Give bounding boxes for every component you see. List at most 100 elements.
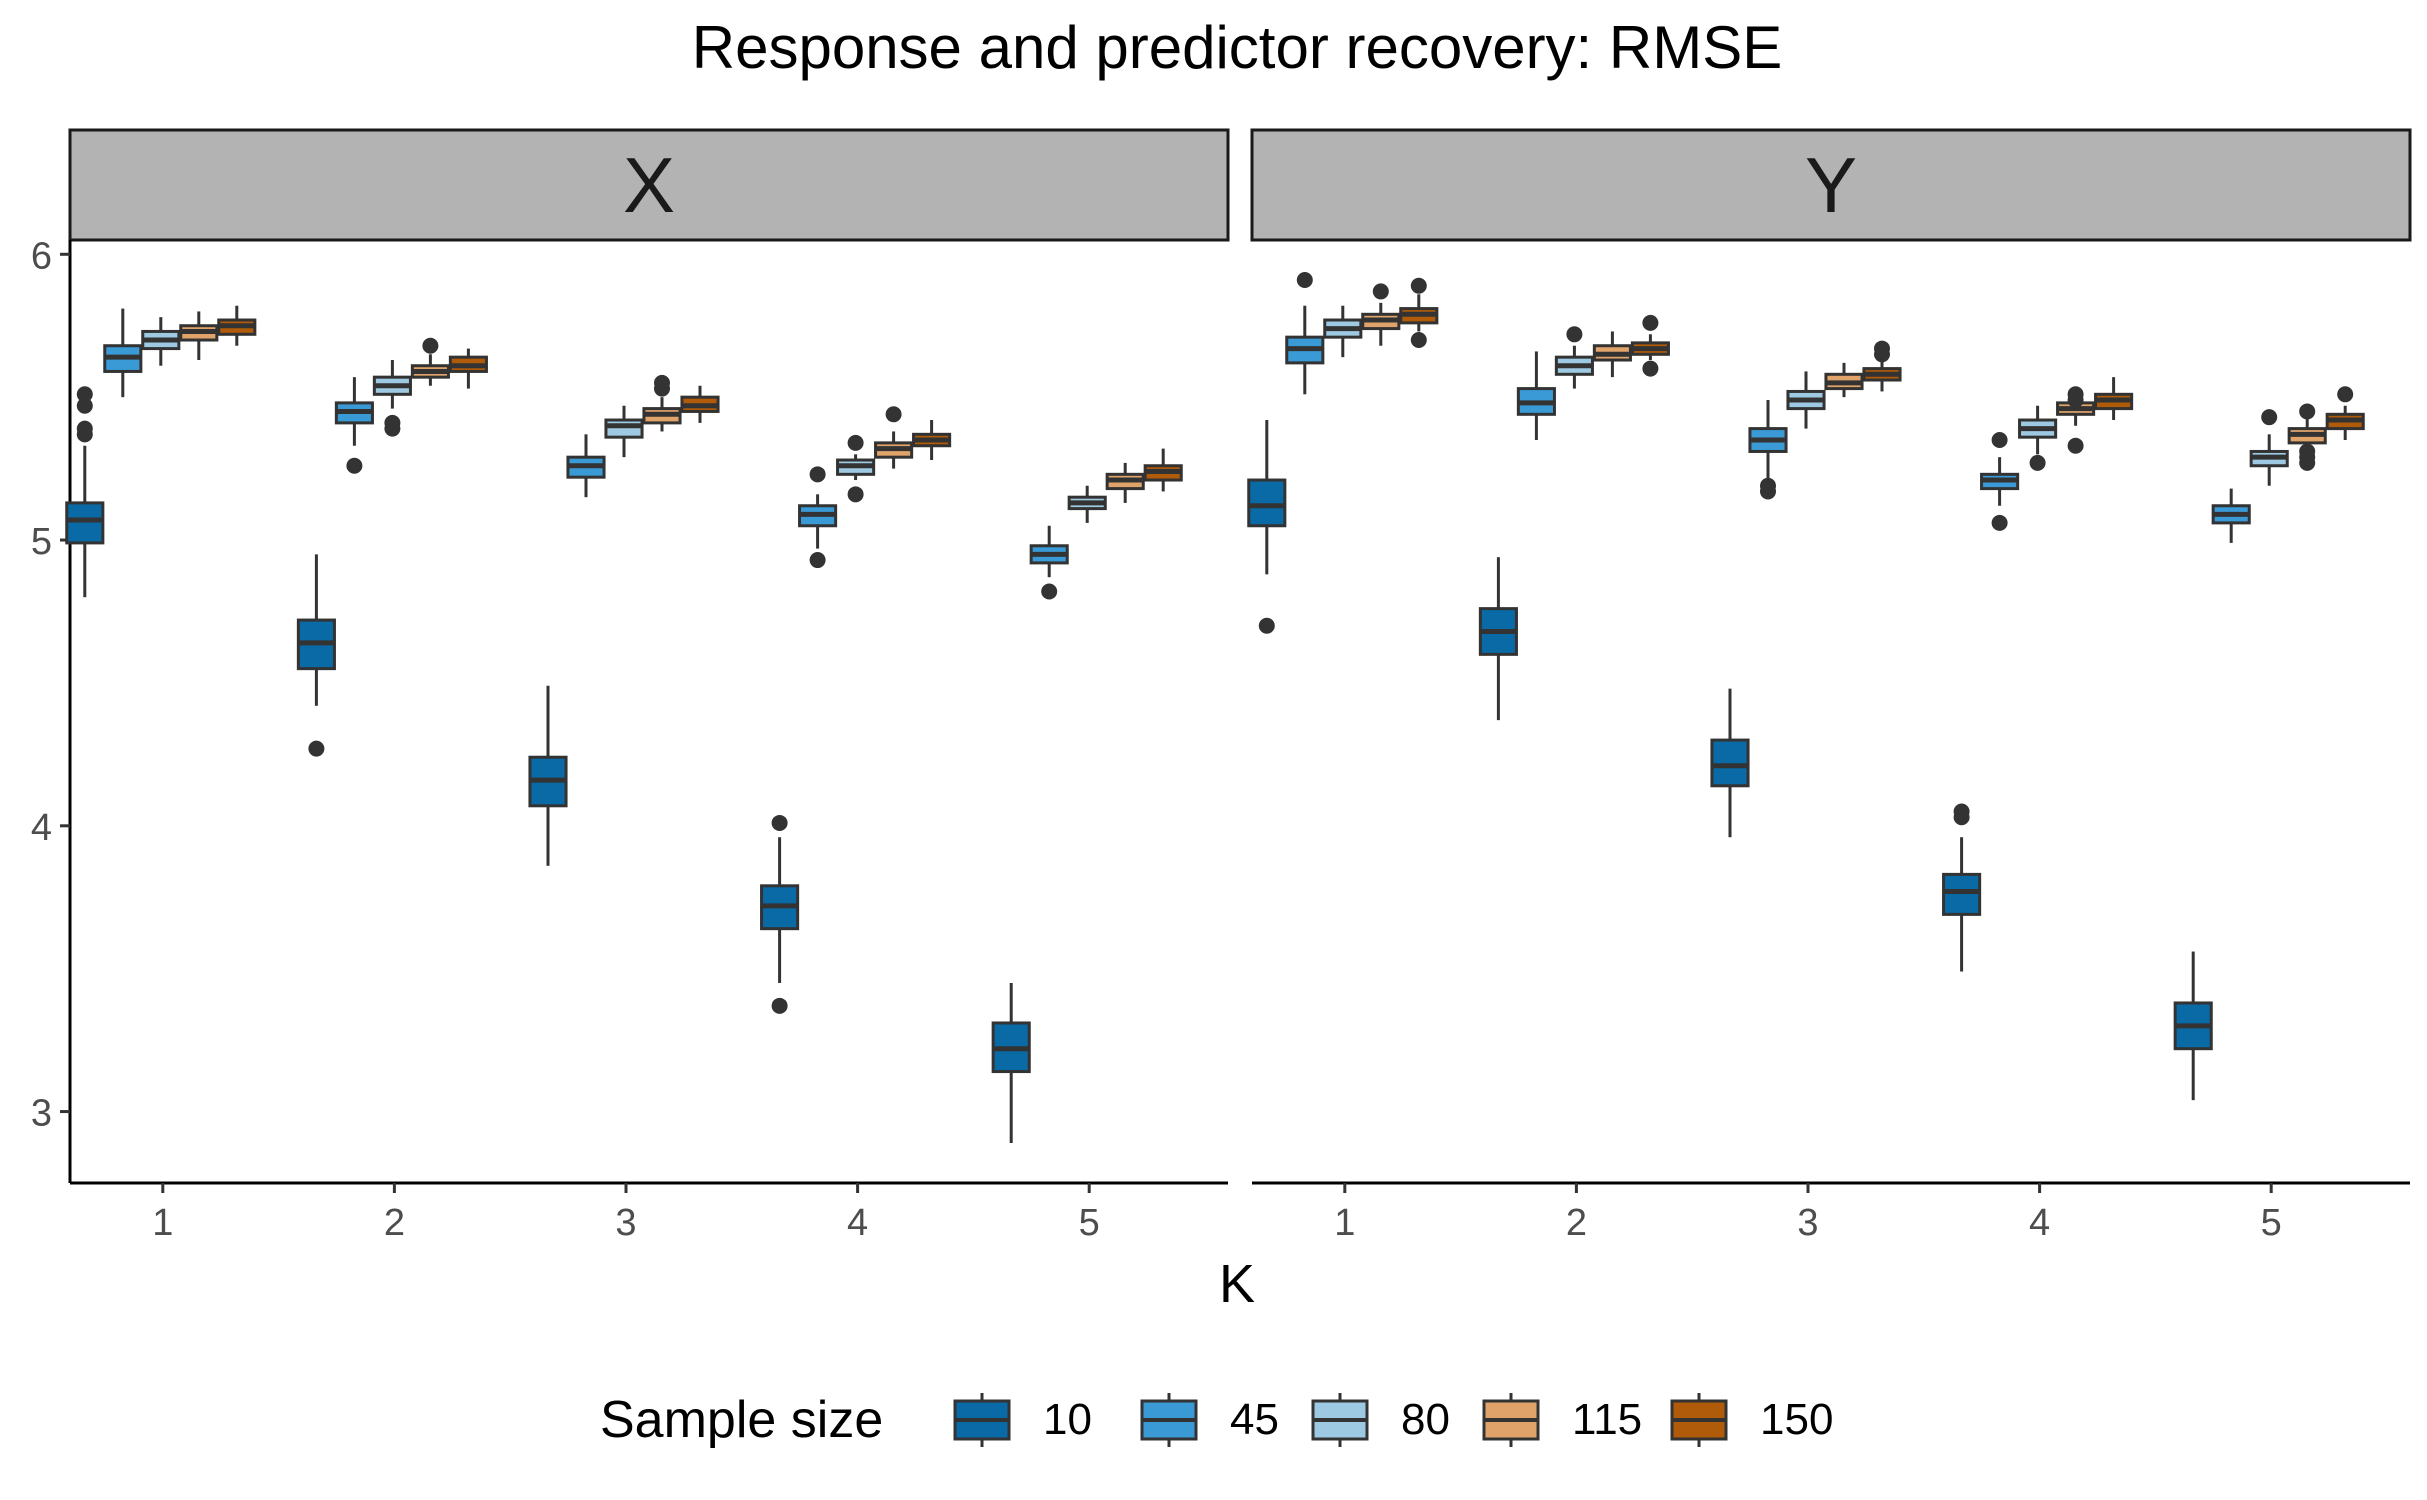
box-y-k4-n80: [2018, 405, 2058, 471]
outlier-point: [2299, 403, 2316, 420]
outlier-point: [2067, 386, 2084, 403]
outlier-point: [847, 434, 864, 451]
box-x-k4-n10: [760, 814, 800, 1014]
legend-key-115: 115: [1482, 1393, 1642, 1447]
outlier-point: [384, 414, 401, 431]
y-tick-label: 3: [31, 1093, 52, 1135]
box-y-k5-n80: [2249, 409, 2289, 486]
x-axis-label: K: [1219, 1254, 1255, 1314]
box-y-k4-n45: [1980, 432, 2020, 531]
box-x-k4-n150: [912, 420, 952, 461]
box-x-k1-n80: [141, 317, 181, 366]
box-x-k5-n45: [1029, 525, 1069, 600]
outlier-point: [308, 740, 325, 757]
outlier-point: [2029, 454, 2046, 471]
box-y-k5-n10: [2173, 951, 2213, 1101]
outlier-point: [1410, 332, 1427, 349]
facet-panels: X 3 4 5 6 1 2 3 4 5 Y 1 2 3 4 5: [31, 128, 2412, 1244]
box-x-k4-n115: [874, 406, 914, 469]
outlier-point: [1953, 803, 1970, 820]
box-x-k5-n10: [991, 982, 1031, 1143]
box-body: [604, 418, 644, 439]
x-tick-label: 1: [1334, 1202, 1355, 1244]
outlier-point: [1041, 583, 1058, 600]
outlier-point: [2067, 437, 2084, 454]
facet-panel-y: Y 1 2 3 4 5: [1247, 128, 2412, 1244]
legend-key-150: 150: [1670, 1393, 1833, 1447]
box-y-k2-n10: [1478, 557, 1518, 721]
outlier-point: [2261, 409, 2278, 426]
outlier-point: [1372, 283, 1389, 300]
box-y-k2-n150: [1630, 314, 1670, 377]
box-x-k3-n115: [642, 374, 682, 432]
outlier-point: [1760, 477, 1776, 494]
x-tick-label: 3: [615, 1202, 636, 1244]
outlier-point: [346, 457, 363, 474]
box-x-k2-n150: [448, 348, 488, 389]
legend-keys: 10 45 80 115 150: [953, 1393, 1833, 1447]
facet-strip-label: Y: [1805, 141, 1857, 229]
legend-label: 150: [1760, 1395, 1833, 1444]
outlier-point: [1566, 326, 1583, 343]
box-y-k3-n80: [1786, 371, 1826, 429]
y-tick-label: 6: [31, 235, 52, 277]
box-y-k1-n115: [1361, 283, 1401, 346]
x-tick-label: 1: [152, 1202, 173, 1244]
box-y-k1-n45: [1285, 272, 1325, 395]
x-tick-label: 4: [2029, 1202, 2050, 1244]
box-x-k5-n115: [1105, 462, 1145, 503]
box-body: [65, 501, 105, 545]
outlier-point: [1410, 277, 1427, 294]
x-tick-label: 5: [1079, 1202, 1100, 1244]
outlier-point: [809, 466, 826, 483]
outlier-point: [2337, 386, 2354, 403]
box-x-k1-n150: [217, 305, 257, 346]
box-y-k4-n150: [2094, 377, 2134, 421]
box-y-k4-n10: [1942, 803, 1982, 972]
facet-strip: [68, 128, 1230, 242]
box-y-k5-n150: [2325, 386, 2365, 441]
outlier-point: [76, 397, 93, 414]
chart-title: Response and predictor recovery: RMSE: [692, 14, 1783, 81]
x-tick-label: 2: [1566, 1202, 1587, 1244]
outlier-point: [654, 374, 670, 391]
x-tick-label: 2: [384, 1202, 405, 1244]
outlier-point: [1991, 432, 2008, 449]
box-y-k2-n45: [1516, 351, 1556, 441]
y-tick-label: 5: [31, 521, 52, 563]
outlier-point: [76, 386, 93, 403]
legend-label: 80: [1401, 1395, 1450, 1444]
box-x-k4-n45: [798, 466, 838, 569]
outlier-point: [2299, 443, 2316, 460]
legend-label: 115: [1572, 1395, 1642, 1444]
box-x-k1-n10: [65, 386, 105, 598]
outlier-point: [422, 337, 439, 354]
box-x-k2-n80: [372, 360, 412, 437]
box-x-k2-n115: [410, 337, 450, 386]
outlier-point: [885, 406, 902, 423]
outlier-point: [1874, 340, 1890, 357]
x-tick-label: 5: [2261, 1202, 2282, 1244]
box-x-k4-n80: [836, 434, 876, 503]
legend-label: 45: [1230, 1395, 1279, 1444]
box-y-k1-n150: [1399, 277, 1439, 349]
box-x-k1-n45: [103, 308, 143, 398]
box-y-k3-n45: [1748, 400, 1788, 500]
legend-key-45: 45: [1140, 1393, 1279, 1447]
legend-key-80: 80: [1311, 1393, 1450, 1447]
box-y-k2-n80: [1554, 326, 1594, 389]
outlier-point: [1258, 617, 1275, 634]
outlier-point: [1296, 272, 1313, 289]
facet-strip-label: X: [623, 141, 675, 229]
box-y-k5-n115: [2287, 403, 2327, 471]
box-y-k1-n80: [1323, 305, 1363, 358]
outlier-point: [809, 552, 826, 569]
legend: Sample size 10 45 80 115 150: [600, 1391, 1833, 1449]
legend-title: Sample size: [600, 1391, 883, 1449]
outlier-point: [76, 420, 93, 437]
x-tick-label: 3: [1797, 1202, 1818, 1244]
box-y-k1-n10: [1247, 420, 1287, 634]
box-x-k5-n150: [1143, 448, 1183, 492]
